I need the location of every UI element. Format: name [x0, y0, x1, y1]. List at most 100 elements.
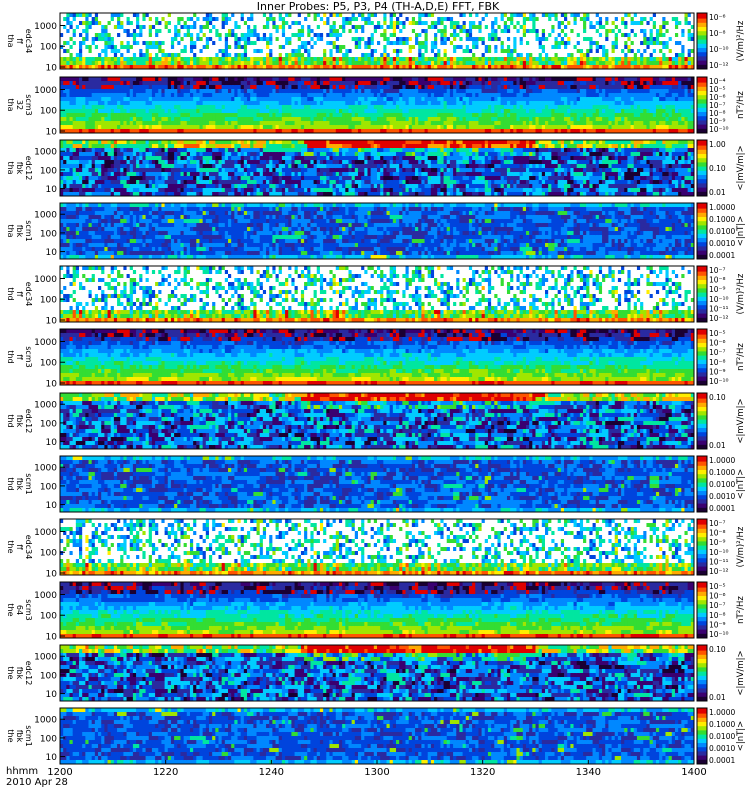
spectrogram-cell	[282, 113, 286, 117]
spectrogram-cell	[92, 77, 96, 81]
spectrogram-cell	[466, 97, 470, 101]
spectrogram-cell	[326, 17, 330, 21]
spectrogram-cell	[288, 45, 292, 49]
spectrogram-cell	[618, 33, 622, 37]
spectrogram-cell	[304, 85, 308, 89]
spectrogram-cell	[412, 121, 416, 125]
spectrogram-cell	[688, 29, 692, 33]
spectrogram-cell	[412, 21, 416, 25]
spectrogram-cell	[117, 61, 121, 65]
spectrogram-cell	[304, 81, 308, 85]
spectrogram-cell	[241, 125, 245, 129]
spectrogram-cell	[133, 113, 137, 117]
spectrogram-cell	[409, 125, 413, 129]
spectrogram-cell	[364, 97, 368, 101]
spectrogram-cell	[317, 89, 321, 93]
spectrogram-cell	[139, 117, 143, 121]
spectrogram-cell	[589, 13, 593, 17]
spectrogram-cell	[437, 77, 441, 81]
spectrogram-cell	[190, 61, 194, 65]
spectrogram-cell	[92, 121, 96, 125]
spectrogram-cell	[152, 41, 156, 45]
spectrogram-cell	[215, 33, 219, 37]
spectrogram-cell	[73, 101, 77, 105]
spectrogram-cell	[516, 113, 520, 117]
spectrogram-cell	[599, 49, 603, 53]
spectrogram-cell	[146, 105, 150, 109]
spectrogram-cell	[257, 93, 261, 97]
spectrogram-cell	[418, 37, 422, 41]
spectrogram-cell	[146, 49, 150, 53]
spectrogram-cell	[488, 97, 492, 101]
spectrogram-cell	[130, 121, 134, 125]
spectrogram-cell	[73, 89, 77, 93]
spectrogram-cell	[482, 13, 486, 17]
spectrogram-cell	[485, 41, 489, 45]
spectrogram-cell	[567, 61, 571, 65]
spectrogram-cell	[76, 125, 80, 129]
spectrogram-cell	[681, 33, 685, 37]
spectrogram-cell	[507, 93, 511, 97]
spectrogram-cell	[358, 17, 362, 21]
spectrogram-cell	[634, 57, 638, 61]
spectrogram-cell	[551, 13, 555, 17]
spectrogram-cell	[320, 109, 324, 113]
spectrogram-cell	[447, 13, 451, 17]
spectrogram-cell	[85, 101, 89, 105]
spectrogram-cell	[63, 13, 67, 17]
spectrogram-cell	[444, 49, 448, 53]
spectrogram-cell	[333, 113, 337, 117]
spectrogram-cell	[174, 53, 178, 57]
spectrogram-cell	[298, 113, 302, 117]
spectrogram-cell	[371, 77, 375, 81]
spectrogram-cell	[234, 81, 238, 85]
spectrogram-cell	[152, 13, 156, 17]
spectrogram-cell	[387, 97, 391, 101]
spectrogram-cell	[453, 109, 457, 113]
spectrogram-cell	[453, 49, 457, 53]
spectrogram-cell	[133, 101, 137, 105]
spectrogram-cell	[304, 113, 308, 117]
spectrogram-cell	[228, 53, 232, 57]
spectrogram-cell	[104, 125, 108, 129]
spectrogram-cell	[263, 105, 267, 109]
spectrogram-cell	[434, 109, 438, 113]
spectrogram-cell	[387, 17, 391, 21]
spectrogram-cell	[396, 125, 400, 129]
spectrogram-cell	[95, 49, 99, 53]
spectrogram-cell	[136, 13, 140, 17]
spectrogram-cell	[133, 109, 137, 113]
spectrogram-cell	[390, 101, 394, 105]
spectrogram-cell	[209, 45, 213, 49]
spectrogram-cell	[234, 117, 238, 121]
spectrogram-cell	[336, 53, 340, 57]
spectrogram-cell	[238, 29, 242, 33]
spectrogram-cell	[564, 17, 568, 21]
spectrogram-cell	[456, 93, 460, 97]
spectrogram-cell	[431, 17, 435, 21]
spectrogram-cell	[199, 45, 203, 49]
spectrogram-cell	[82, 13, 86, 17]
spectrogram-cell	[444, 77, 448, 81]
spectrogram-cell	[542, 93, 546, 97]
spectrogram-cell	[627, 33, 631, 37]
spectrogram-cell	[193, 49, 197, 53]
spectrogram-cell	[342, 85, 346, 89]
spectrogram-cell	[367, 85, 371, 89]
spectrogram-cell	[536, 57, 540, 61]
spectrogram-cell	[117, 121, 121, 125]
spectrogram-cell	[260, 117, 264, 121]
spectrogram-cell	[133, 49, 137, 53]
spectrogram-cell	[336, 25, 340, 29]
spectrogram-cell	[348, 121, 352, 125]
spectrogram-cell	[241, 85, 245, 89]
spectrogram-cell	[421, 125, 425, 129]
spectrogram-cell	[326, 57, 330, 61]
spectrogram-cell	[184, 85, 188, 89]
spectrogram-cell	[374, 17, 378, 21]
spectrogram-cell	[314, 121, 318, 125]
spectrogram-cell	[342, 21, 346, 25]
spectrogram-cell	[437, 21, 441, 25]
spectrogram-cell	[469, 125, 473, 129]
spectrogram-cell	[333, 121, 337, 125]
